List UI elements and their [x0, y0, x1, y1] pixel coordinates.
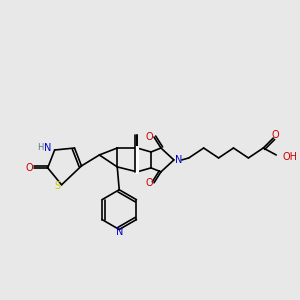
Text: O: O	[145, 132, 153, 142]
Text: O: O	[25, 163, 33, 173]
Text: H: H	[38, 142, 44, 152]
Text: S: S	[55, 181, 61, 191]
Text: O: O	[145, 178, 153, 188]
Text: OH: OH	[282, 152, 297, 162]
Text: N: N	[44, 143, 51, 153]
Text: N: N	[175, 155, 182, 165]
Text: O: O	[272, 130, 279, 140]
Text: N: N	[116, 227, 123, 238]
